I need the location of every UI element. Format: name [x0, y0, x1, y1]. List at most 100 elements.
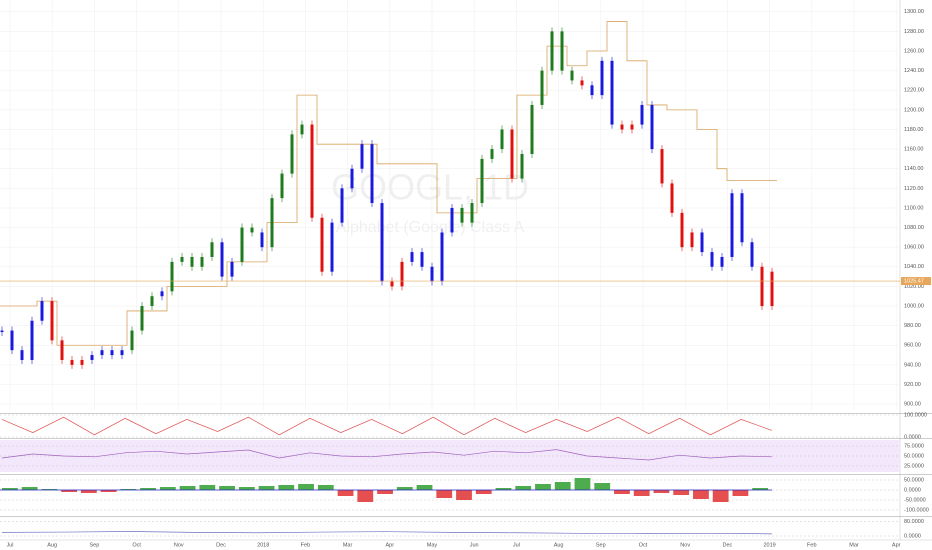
- y-tick-label: 1180.00: [904, 127, 923, 133]
- histogram-bar: [456, 490, 472, 500]
- candle: [430, 266, 434, 282]
- candle: [740, 193, 744, 243]
- x-tick-label: Apr: [892, 542, 901, 548]
- y-tick-label: 1220.00: [904, 88, 924, 94]
- candle: [440, 232, 444, 282]
- histogram-bar: [278, 485, 295, 490]
- candle: [60, 340, 64, 360]
- candle: [600, 60, 604, 96]
- candle: [730, 193, 734, 257]
- y-tick-label: 50.0000: [904, 453, 924, 459]
- x-tick-label: Dec: [216, 542, 226, 548]
- y-tick-label: 1000.00: [904, 303, 924, 309]
- candle: [760, 266, 764, 307]
- y-tick-label: 0.0000: [904, 533, 921, 539]
- candle: [370, 144, 374, 204]
- histogram-bar: [61, 490, 78, 492]
- candle: [620, 124, 624, 130]
- candle: [50, 301, 54, 341]
- histogram-bar: [693, 490, 709, 499]
- candle: [360, 144, 364, 169]
- histogram-bar: [337, 490, 354, 496]
- candle: [290, 134, 294, 174]
- histogram-bar: [159, 487, 176, 490]
- candle: [660, 149, 664, 184]
- last-price-label: 1025.47: [904, 278, 924, 284]
- candle: [220, 242, 224, 277]
- histogram-bar: [554, 482, 571, 490]
- x-tick-label: Aug: [47, 542, 57, 548]
- candle: [230, 261, 234, 277]
- y-tick-label: 1120.00: [904, 186, 923, 192]
- candle: [280, 173, 284, 199]
- candle: [310, 124, 314, 218]
- x-tick-label: Sep: [90, 542, 100, 548]
- candle: [70, 359, 74, 365]
- candle: [470, 203, 474, 223]
- histogram-bar: [515, 486, 532, 490]
- x-tick-label: 2019: [763, 542, 775, 548]
- candle: [250, 227, 254, 233]
- x-tick-label: Aug: [554, 542, 564, 548]
- histogram-bar: [219, 486, 235, 490]
- candle: [190, 256, 194, 267]
- candle: [550, 31, 554, 71]
- candle: [90, 355, 94, 360]
- candle: [210, 242, 214, 257]
- y-tick-label: 75.0000: [904, 443, 924, 449]
- candle: [20, 350, 24, 360]
- candle: [560, 31, 564, 71]
- histogram-bar: [475, 490, 492, 494]
- watermark: GOOGL, 1D: [331, 167, 529, 208]
- candle: [590, 85, 594, 96]
- x-tick-label: Jul: [6, 542, 13, 548]
- y-tick-label: 1260.00: [904, 48, 924, 54]
- histogram-bar: [594, 483, 611, 490]
- candle: [260, 232, 264, 248]
- candle: [200, 256, 204, 267]
- y-tick-label: 1140.00: [904, 166, 923, 172]
- y-tick-label: 1300.00: [904, 9, 924, 15]
- histogram-bar: [574, 478, 591, 490]
- histogram-bar: [2, 488, 18, 490]
- candle: [570, 70, 574, 81]
- candle: [670, 183, 674, 213]
- y-tick-label: -100.0000: [904, 507, 929, 513]
- y-tick-label: 1080.00: [904, 225, 924, 231]
- y-tick-label: 50.0000: [904, 477, 924, 483]
- candle: [0, 330, 4, 333]
- candle: [680, 212, 684, 248]
- y-tick-label: 1280.00: [904, 29, 924, 35]
- candle: [410, 252, 414, 262]
- x-tick-label: Jul: [513, 542, 520, 548]
- candle: [530, 104, 534, 154]
- stop-line: [0, 21, 777, 346]
- histogram-bar: [396, 487, 413, 490]
- candle: [10, 330, 14, 351]
- histogram-bar: [120, 489, 137, 490]
- candle: [650, 104, 654, 150]
- histogram-bar: [140, 488, 156, 490]
- histogram-bar: [258, 486, 275, 490]
- candle: [460, 207, 464, 223]
- y-tick-label: 1020.00: [904, 284, 924, 290]
- candle: [320, 217, 324, 272]
- y-tick-label: 1060.00: [904, 245, 924, 251]
- x-tick-label: Nov: [680, 542, 690, 548]
- x-tick-label: May: [427, 542, 438, 548]
- candle: [110, 350, 114, 356]
- y-tick-label: 1200.00: [904, 107, 924, 113]
- histogram-bar: [21, 487, 38, 490]
- candle: [500, 129, 504, 150]
- x-tick-label: Sep: [596, 542, 606, 548]
- y-tick-label: 1040.00: [904, 264, 924, 270]
- histogram-bar: [614, 490, 630, 494]
- histogram-bar: [436, 490, 453, 498]
- candle: [690, 232, 694, 248]
- candle: [770, 271, 774, 307]
- candle: [130, 330, 134, 351]
- candle: [180, 256, 184, 262]
- candle: [450, 207, 454, 233]
- x-tick-label: Mar: [849, 542, 859, 548]
